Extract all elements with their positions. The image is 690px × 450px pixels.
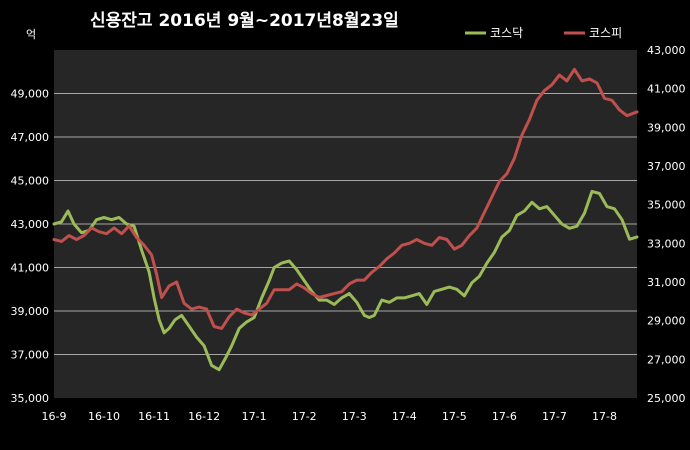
series-kosdaq-line — [52, 189, 639, 372]
series — [52, 67, 639, 372]
right-tick-label: 25,000 — [647, 392, 686, 405]
x-tick-label: 17-4 — [392, 410, 417, 423]
left-tick-label: 39,000 — [11, 305, 50, 318]
right-tick-label: 39,000 — [647, 121, 686, 134]
x-tick-label: 17-8 — [592, 410, 617, 423]
left-tick-label: 37,000 — [11, 349, 50, 362]
legend-kosdaq-label: 코스닥 — [490, 26, 523, 40]
x-tick-label: 17-5 — [442, 410, 467, 423]
left-tick-label: 49,000 — [11, 88, 50, 101]
right-tick-label: 37,000 — [647, 160, 686, 173]
series-kospi-line — [52, 67, 639, 330]
gridlines — [54, 93, 637, 355]
right-tick-label: 27,000 — [647, 353, 686, 366]
right-tick-label: 43,000 — [647, 44, 686, 57]
x-tick-label: 17-7 — [542, 410, 567, 423]
x-tick-label: 16-12 — [188, 410, 220, 423]
chart-title: 신용잔고 2016년 9월~2017년8월23일 — [90, 11, 399, 31]
left-tick-label: 43,000 — [11, 218, 50, 231]
left-tick-label: 45,000 — [11, 175, 50, 188]
right-tick-label: 29,000 — [647, 315, 686, 328]
x-tick-label: 16-11 — [138, 410, 170, 423]
x-tick-label: 16-9 — [42, 410, 67, 423]
x-tick-label: 17-1 — [242, 410, 267, 423]
right-tick-label: 33,000 — [647, 237, 686, 250]
right-tick-label: 31,000 — [647, 276, 686, 289]
left-tick-label: 35,000 — [11, 392, 50, 405]
x-tick-label: 17-3 — [342, 410, 367, 423]
x-tick-label: 16-10 — [88, 410, 120, 423]
x-axis: 16-9 16-10 16-11 16-12 17-1 17-2 17-3 17-4 17-5 1… — [42, 410, 617, 423]
legend: 코스닥 코스피 — [465, 26, 622, 40]
right-axis: 25,000 27,000 29,000 31,000 33,000 35,000 37,0… — [647, 44, 686, 405]
left-tick-label: 41,000 — [11, 262, 50, 275]
x-tick-label: 17-6 — [492, 410, 517, 423]
legend-kospi-label: 코스피 — [589, 26, 622, 40]
x-tick-label: 17-2 — [292, 410, 317, 423]
left-axis: 35,000 37,000 39,000 41,000 43,000 45,000 47,0… — [11, 88, 50, 406]
right-tick-label: 35,000 — [647, 199, 686, 212]
left-tick-label: 47,000 — [11, 131, 50, 144]
right-tick-label: 41,000 — [647, 83, 686, 96]
left-axis-unit: 억 — [26, 28, 36, 41]
